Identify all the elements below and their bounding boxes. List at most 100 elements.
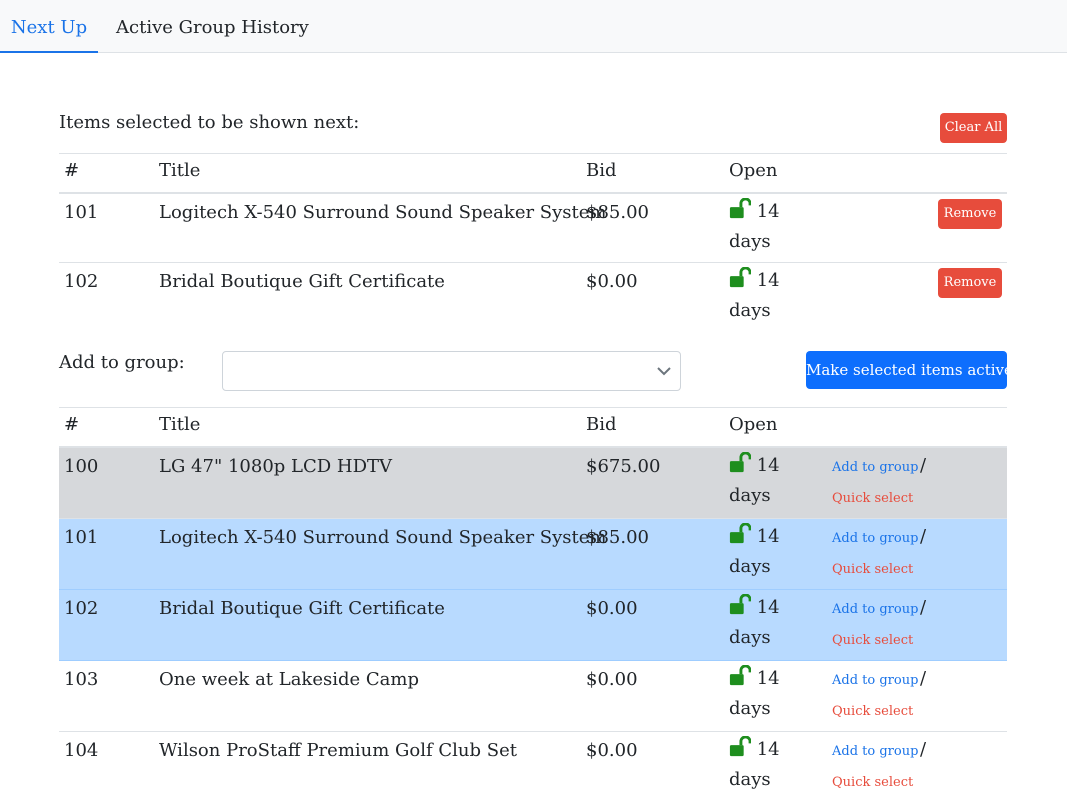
divider — [59, 731, 1007, 732]
remove-button[interactable]: Remove — [938, 268, 1002, 298]
item-open: 14 days — [729, 451, 780, 511]
item-number: 101 — [64, 202, 99, 223]
col-num-header: # — [64, 160, 80, 181]
item-table-row[interactable]: 103 One week at Lakeside Camp $0.00 14 days… — [59, 661, 1007, 732]
divider — [59, 518, 1007, 519]
unlocked-padlock-icon — [729, 523, 751, 544]
quick-select-link[interactable]: Quick select — [832, 775, 914, 790]
col-bid-header: Bid — [586, 414, 617, 435]
item-bid: $0.00 — [586, 598, 638, 619]
link-separator: / — [920, 739, 927, 760]
add-to-group-link[interactable]: Add to group — [832, 460, 919, 475]
open-days-unit: days — [729, 300, 771, 321]
item-title: One week at Lakeside Camp — [159, 669, 419, 690]
add-to-group-link[interactable]: Add to group — [832, 602, 919, 617]
quick-select-link[interactable]: Quick select — [832, 562, 914, 577]
open-days-unit: days — [729, 769, 771, 790]
clear-all-button[interactable]: Clear All — [940, 113, 1007, 143]
col-title-header: Title — [159, 414, 201, 435]
item-open: 14 days — [729, 266, 780, 326]
open-days-count: 14 — [756, 270, 780, 291]
item-bid: $0.00 — [586, 271, 638, 292]
item-title: Bridal Boutique Gift Certificate — [159, 271, 445, 292]
item-bid: $0.00 — [586, 740, 638, 761]
item-number: 101 — [64, 527, 99, 548]
open-days-unit: days — [729, 556, 771, 577]
unlocked-padlock-icon — [729, 736, 751, 757]
quick-select-link[interactable]: Quick select — [832, 704, 914, 719]
item-number: 100 — [64, 456, 99, 477]
item-title: Bridal Boutique Gift Certificate — [159, 598, 445, 619]
open-days-count: 14 — [756, 668, 780, 689]
item-title: Logitech X-540 Surround Sound Speaker Sy… — [159, 202, 607, 223]
link-separator: / — [920, 455, 927, 476]
quick-select-link[interactable]: Quick select — [832, 633, 914, 648]
item-number: 102 — [64, 598, 99, 619]
col-open-header: Open — [729, 414, 778, 435]
item-table-row[interactable]: 100 LG 47" 1080p LCD HDTV $675.00 14 days Ad… — [59, 448, 1007, 519]
unlocked-padlock-icon — [729, 198, 751, 219]
quick-select-link[interactable]: Quick select — [832, 491, 914, 506]
item-open: 14 days — [729, 197, 780, 257]
item-title: LG 47" 1080p LCD HDTV — [159, 456, 393, 477]
item-table-row[interactable]: 101 Logitech X-540 Surround Sound Speaker… — [59, 519, 1007, 590]
next-table-header: # Title Bid Open — [59, 160, 1007, 192]
open-days-unit: days — [729, 485, 771, 506]
open-days-count: 14 — [756, 526, 780, 547]
remove-button[interactable]: Remove — [938, 199, 1002, 229]
make-selected-items-active-button[interactable]: Make selected items active — [806, 351, 1013, 389]
group-select[interactable] — [222, 351, 681, 391]
item-open: 14 days — [729, 522, 780, 582]
divider — [59, 192, 1007, 194]
open-days-count: 14 — [756, 739, 780, 760]
next-table-row: 101 Logitech X-540 Surround Sound Speaker… — [59, 194, 1007, 263]
divider — [59, 262, 1007, 263]
unlocked-padlock-icon — [729, 665, 751, 686]
item-number: 103 — [64, 669, 99, 690]
item-bid: $675.00 — [586, 456, 661, 477]
next-items-heading: Items selected to be shown next: — [59, 112, 360, 133]
open-days-unit: days — [729, 627, 771, 648]
col-open-header: Open — [729, 160, 778, 181]
item-bid: $85.00 — [586, 527, 649, 548]
divider — [59, 446, 1007, 448]
open-days-count: 14 — [756, 201, 780, 222]
items-table-header: # Title Bid Open — [59, 414, 1007, 446]
item-bid: $0.00 — [586, 669, 638, 690]
open-days-count: 14 — [756, 597, 780, 618]
col-num-header: # — [64, 414, 80, 435]
item-open: 14 days — [729, 664, 780, 724]
item-title: Logitech X-540 Surround Sound Speaker Sy… — [159, 527, 607, 548]
unlocked-padlock-icon — [729, 267, 751, 288]
item-table-row[interactable]: 102 Bridal Boutique Gift Certificate $0.00… — [59, 590, 1007, 661]
open-days-unit: days — [729, 231, 771, 252]
divider — [59, 153, 1007, 154]
link-separator: / — [920, 597, 927, 618]
link-separator: / — [920, 668, 927, 689]
item-open: 14 days — [729, 593, 780, 653]
add-to-group-link[interactable]: Add to group — [832, 531, 919, 546]
link-separator: / — [920, 526, 927, 547]
add-to-group-label: Add to group: — [59, 352, 185, 373]
tab-active-group-history[interactable]: Active Group History — [116, 17, 309, 38]
item-table-row[interactable]: 104 Wilson ProStaff Premium Golf Club Set… — [59, 732, 1007, 803]
item-bid: $85.00 — [586, 202, 649, 223]
chevron-down-icon — [657, 367, 671, 376]
tab-next-up[interactable]: Next Up — [0, 0, 98, 53]
divider — [59, 589, 1007, 590]
open-days-unit: days — [729, 698, 771, 719]
unlocked-padlock-icon — [729, 594, 751, 615]
next-table-row: 102 Bridal Boutique Gift Certificate $0.00… — [59, 263, 1007, 332]
add-to-group-link[interactable]: Add to group — [832, 744, 919, 759]
unlocked-padlock-icon — [729, 452, 751, 473]
item-title: Wilson ProStaff Premium Golf Club Set — [159, 740, 517, 761]
col-bid-header: Bid — [586, 160, 617, 181]
divider — [59, 407, 1007, 408]
item-number: 102 — [64, 271, 99, 292]
add-to-group-link[interactable]: Add to group — [832, 673, 919, 688]
open-days-count: 14 — [756, 455, 780, 476]
col-title-header: Title — [159, 160, 201, 181]
item-number: 104 — [64, 740, 99, 761]
item-open: 14 days — [729, 735, 780, 795]
tab-bar: Next Up Active Group History — [0, 0, 1067, 53]
